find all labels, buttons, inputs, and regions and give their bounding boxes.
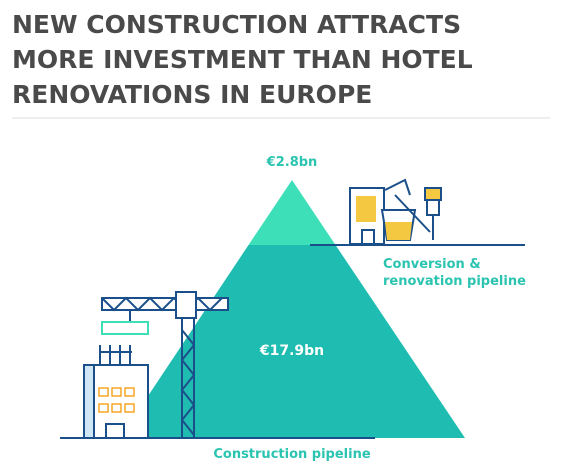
top-name-line: Conversion &: [383, 257, 481, 272]
renovation-icon: [349, 178, 442, 245]
bottom-name: Construction pipeline: [213, 447, 370, 462]
title-line: MORE INVESTMENT THAN HOTEL: [12, 45, 473, 74]
title-line: NEW CONSTRUCTION ATTRACTS: [12, 10, 461, 39]
top-name-line: renovation pipeline: [383, 274, 526, 289]
title-line: RENOVATIONS IN EUROPE: [12, 80, 372, 109]
pyramid-top: [248, 180, 336, 245]
bottom-value-label: €17.9bn: [259, 343, 324, 359]
construction-icon: [83, 291, 229, 439]
pyramid-bottom: [120, 245, 465, 438]
top-value-label: €2.8bn: [266, 155, 318, 170]
